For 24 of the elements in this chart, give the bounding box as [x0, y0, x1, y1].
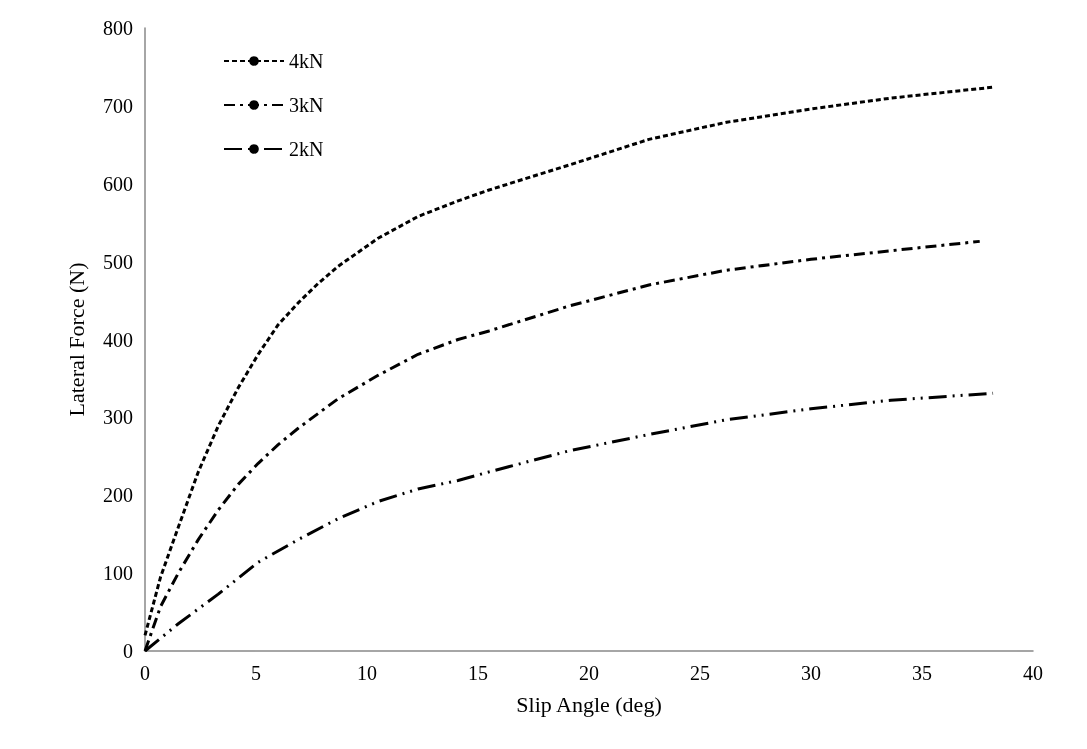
x-tick-label: 20	[579, 662, 599, 684]
x-tick-label: 30	[801, 662, 821, 684]
y-tick-label: 0	[123, 640, 133, 662]
x-axis-title: Slip Angle (deg)	[516, 691, 662, 717]
y-tick-label: 300	[103, 406, 133, 429]
x-tick-label: 35	[912, 662, 932, 684]
x-tick-label: 15	[468, 662, 488, 684]
line-series	[143, 85, 995, 637]
legend-label: 4kN	[289, 50, 324, 72]
x-tick-label: 25	[690, 662, 710, 684]
y-axis-title: Lateral Force (N)	[63, 262, 89, 417]
y-tick-label: 700	[103, 94, 133, 117]
legend-label: 2kN	[289, 138, 324, 160]
y-tick-label: 600	[103, 172, 133, 195]
y-tick-label: 800	[103, 17, 133, 39]
y-tick-label: 100	[103, 562, 133, 585]
x-tick-label: 0	[140, 662, 150, 684]
x-tick-label: 10	[357, 662, 377, 684]
y-tick-label: 200	[103, 484, 133, 507]
y-tick-label: 500	[103, 250, 133, 273]
x-tick-label: 40	[1023, 662, 1043, 684]
x-tick-label: 5	[251, 662, 261, 684]
y-tick-label: 400	[103, 328, 133, 351]
legend-label: 3kN	[289, 94, 324, 116]
